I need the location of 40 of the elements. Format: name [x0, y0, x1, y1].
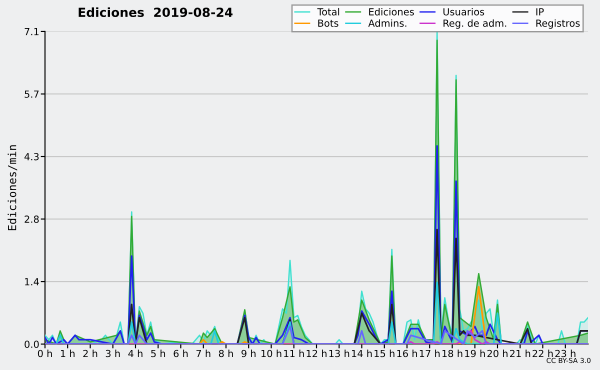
y-tick-label: 7.1 — [24, 28, 39, 36]
x-tick-label: 19 h — [465, 350, 485, 358]
x-tick-label: 14 h — [352, 350, 372, 358]
x-tick-label: 4 h — [128, 350, 142, 358]
x-tick-label: 11 h — [284, 350, 304, 358]
x-tick-label: 23 h — [555, 350, 576, 358]
x-tick-label: 18 h — [442, 350, 462, 358]
legend-label: Bots — [318, 20, 338, 27]
x-tick-label: 10 h — [262, 350, 282, 358]
legend-label: IP — [536, 8, 544, 16]
y-axis-title: Ediciones/min — [8, 145, 18, 230]
y-tick-label: 5.7 — [24, 90, 39, 98]
legend-label: Usuarios — [443, 8, 484, 16]
x-tick-label: 8 h — [218, 350, 233, 358]
x-tick-label: 1 h — [60, 350, 75, 358]
x-tick-label: 7 h — [196, 350, 210, 358]
x-tick-label: 5 h — [151, 350, 166, 358]
x-tick-label: 16 h — [397, 350, 417, 358]
x-tick-label: 3 h — [106, 350, 120, 358]
x-tick-label: 2 h — [83, 350, 98, 358]
x-tick-label: 21 h — [510, 350, 530, 358]
legend-label: Total — [317, 8, 340, 16]
x-tick-label: 20 h — [487, 350, 508, 358]
y-tick-label: 0.0 — [24, 340, 39, 348]
x-tick-label: 0 h — [38, 350, 52, 358]
y-tick-label: 4.3 — [24, 152, 39, 160]
x-tick-label: 12 h — [306, 350, 326, 358]
legend-label: Admins. — [368, 19, 406, 27]
y-tick-label: 1.4 — [25, 278, 39, 286]
chart-title: Ediciones 2019-08-24 — [78, 7, 233, 18]
x-tick-label: 17 h — [420, 350, 440, 358]
legend-label: Registros — [536, 19, 580, 29]
x-tick-label: 22 h — [532, 350, 553, 358]
legend-label: Reg. de adm. — [444, 19, 506, 29]
x-tick-label: 9 h — [242, 350, 256, 358]
x-tick-label: 6 h — [174, 350, 188, 358]
x-tick-label: 15 h — [374, 350, 394, 358]
x-tick-label: 13 h — [329, 350, 350, 358]
legend-label: Ediciones — [369, 8, 414, 16]
y-tick-label: 2.8 — [24, 216, 39, 223]
